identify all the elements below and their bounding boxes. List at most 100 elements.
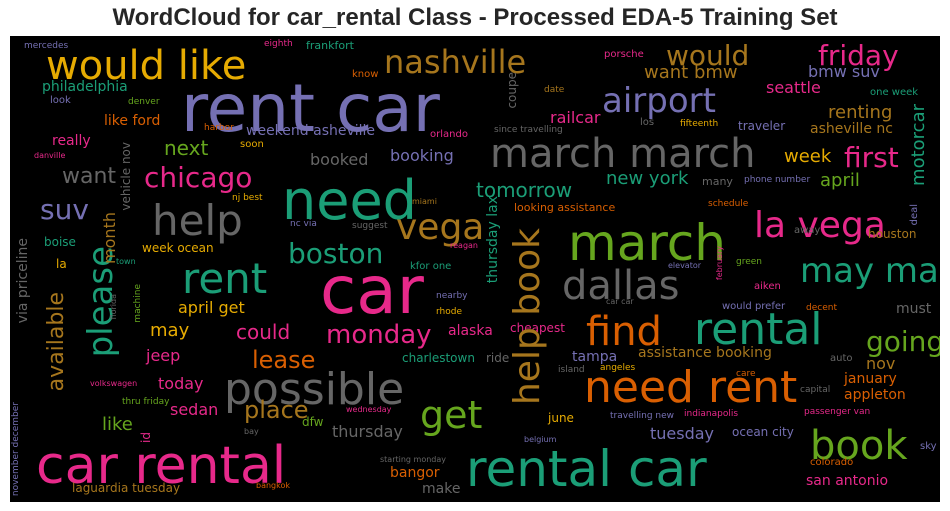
wordcloud-word: first	[844, 141, 899, 174]
wordcloud-word: colorado	[810, 457, 854, 468]
wordcloud-word: ride	[486, 351, 510, 365]
wordcloud-word: cheapest	[510, 321, 565, 335]
wordcloud-word: rental car	[466, 440, 707, 498]
wordcloud-word: railcar	[550, 108, 601, 127]
wordcloud-word: booking	[390, 146, 454, 165]
wordcloud-word: dfw	[302, 415, 324, 429]
wordcloud-word: new york	[606, 168, 689, 189]
wordcloud-word: belgium	[524, 435, 557, 444]
wordcloud-word: may may	[800, 251, 940, 291]
wordcloud-word: florida	[109, 294, 118, 320]
wordcloud-word: rhode	[436, 307, 463, 317]
wordcloud-word: car car	[606, 297, 634, 306]
wordcloud-word: frankfort	[306, 39, 354, 52]
wordcloud-word: thursday	[332, 422, 403, 441]
wordcloud-word: bay	[244, 427, 259, 436]
wordcloud-word: like ford	[104, 113, 161, 129]
wordcloud-word: booked	[310, 150, 369, 169]
wordcloud-word: really	[52, 133, 91, 149]
wordcloud-word: rental	[694, 304, 823, 355]
wordcloud-word: assistance booking	[638, 345, 772, 361]
wordcloud-word: bmw suv	[808, 62, 880, 81]
wordcloud-word: nc via	[290, 219, 317, 229]
wordcloud-word: look	[50, 95, 71, 106]
wordcloud-word: angeles	[600, 363, 636, 373]
wordcloud-word: renting	[828, 102, 893, 123]
wordcloud-word: possible	[224, 364, 405, 415]
wordcloud-word: want bmw	[644, 62, 738, 83]
wordcloud-word: starting monday	[380, 455, 447, 464]
wordcloud-word: since travelling	[494, 125, 563, 135]
wordcloud-word: bangor	[390, 465, 440, 481]
wordcloud-word: june	[548, 411, 574, 425]
wordcloud-word: bangkok	[256, 481, 291, 490]
wordcloud-word: week	[784, 146, 832, 167]
wordcloud-word: know	[352, 69, 379, 80]
wordcloud-word: one week	[870, 87, 919, 98]
wordcloud-word: next	[164, 136, 209, 160]
wordcloud-word: mercedes	[24, 41, 69, 51]
wordcloud-word: weekend asheville	[246, 123, 376, 139]
wordcloud-word: via priceline	[15, 238, 31, 324]
wordcloud-word: thru friday	[122, 397, 170, 407]
wordcloud-word: get	[420, 393, 483, 437]
wordcloud-word: rent car	[181, 70, 440, 147]
wordcloud-word: nov	[866, 354, 896, 373]
wordcloud-word: miami	[412, 197, 437, 206]
wordcloud-word: like	[102, 414, 133, 435]
wordcloud-word: kfor one	[410, 261, 452, 272]
wordcloud-word: must	[896, 301, 932, 317]
wordcloud-word: care	[736, 369, 756, 379]
wordcloud-word: sky	[920, 441, 937, 452]
wordcloud-word: indianapolis	[684, 409, 739, 419]
wordcloud-word: decent	[806, 303, 837, 313]
wordcloud-word: away	[794, 225, 821, 236]
wordcloud-word: rent	[182, 254, 268, 303]
wordcloud-word: april get	[178, 298, 245, 317]
wordcloud-word: denver	[128, 97, 160, 107]
wordcloud-word: aiken	[754, 281, 781, 292]
wordcloud-word: island	[558, 365, 585, 375]
wordcloud-word: need rent	[584, 362, 798, 413]
wordcloud-word: green	[736, 257, 762, 267]
wordcloud-word: elevator	[668, 261, 702, 270]
wordcloud-word: airport	[602, 81, 716, 121]
wordcloud-word: asheville nc	[810, 121, 893, 137]
wordcloud-word: nashville	[384, 43, 527, 81]
wordcloud-word: nearby	[436, 291, 468, 301]
wordcloud-word: passenger van	[804, 407, 871, 417]
wordcloud-word: month	[100, 212, 119, 264]
wordcloud-word: jeep	[146, 346, 181, 365]
wordcloud-word: today	[158, 374, 204, 393]
wordcloud-word: car	[320, 252, 424, 329]
wordcloud-word: friday	[818, 39, 899, 72]
wordcloud-word: monday	[326, 320, 432, 350]
wordcloud-word: suv	[40, 193, 89, 226]
wordcloud-word: want	[62, 164, 117, 189]
wordcloud-word: reagan	[450, 241, 478, 250]
wordcloud-canvas: rent car car car rental rental car need march…	[10, 36, 940, 502]
wordcloud-word: january	[844, 371, 897, 387]
wordcloud-word: los	[640, 117, 655, 128]
wordcloud-word: machine	[133, 284, 143, 323]
wordcloud-word: schedule	[708, 199, 749, 209]
wordcloud-word: motorcar	[908, 104, 929, 186]
wordcloud-word: san antonio	[806, 473, 889, 489]
wordcloud-word: ocean city	[732, 425, 794, 439]
wordcloud-word: traveler	[738, 119, 786, 133]
wordcloud-word: date	[544, 85, 565, 95]
wordcloud-word: fifteenth	[680, 119, 719, 129]
chart-title: WordCloud for car_rental Class - Process…	[112, 4, 838, 31]
wordcloud-word: coupe	[505, 72, 519, 109]
wordcloud-word: march	[568, 214, 726, 272]
wordcloud-word: soon	[240, 139, 264, 150]
wordcloud-word: week ocean	[142, 241, 214, 255]
wordcloud-word: id	[139, 432, 153, 443]
wordcloud-word: february	[715, 246, 724, 281]
wordcloud-word: suggest	[352, 221, 388, 231]
wordcloud-word: laguardia tuesday	[72, 481, 181, 495]
wordcloud-word: need	[282, 169, 417, 232]
wordcloud-word: auto	[830, 353, 853, 364]
wordcloud-word: travelling new	[610, 411, 674, 421]
wordcloud-word: april	[820, 170, 860, 191]
